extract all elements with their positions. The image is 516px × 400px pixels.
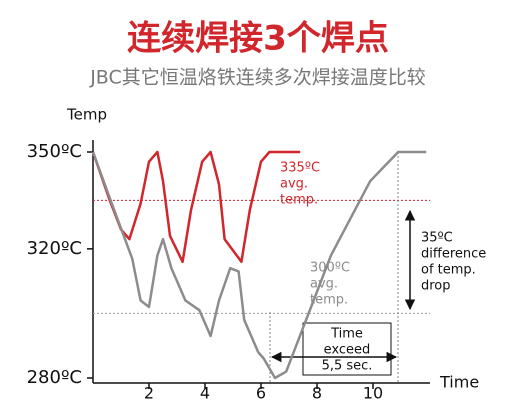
y-tick-label: 350ºC bbox=[27, 141, 82, 162]
difference-label: of temp. bbox=[421, 263, 476, 278]
time-label: exceed bbox=[324, 343, 371, 358]
series-label: temp. bbox=[280, 193, 318, 208]
difference-label: 35ºC bbox=[421, 231, 453, 246]
chart-subtitle: JBC其它恒温烙铁连续多次焊接温度比较 bbox=[89, 67, 426, 89]
difference-label: drop bbox=[421, 279, 451, 294]
series-line bbox=[91, 150, 427, 380]
difference-label: difference bbox=[421, 247, 486, 262]
chart-title: 连续焊接3个焊点 bbox=[127, 19, 389, 59]
x-tick-label: 2 bbox=[144, 384, 154, 400]
x-tick-label: 8 bbox=[312, 384, 322, 400]
series-line bbox=[91, 150, 301, 264]
series-label: 300ºC bbox=[310, 261, 350, 276]
series-label: avg. bbox=[310, 277, 338, 292]
time-label: Time bbox=[330, 327, 363, 342]
series-label: 335ºC bbox=[280, 161, 320, 176]
time-label: 5,5 sec. bbox=[322, 359, 373, 374]
y-tick-label: 320ºC bbox=[27, 238, 82, 259]
time-box bbox=[302, 322, 392, 376]
series-label: avg. bbox=[280, 177, 308, 192]
y-tick-label: 280ºC bbox=[27, 367, 82, 388]
x-axis-label: Time bbox=[439, 373, 479, 392]
y-axis-label: Temp bbox=[66, 106, 107, 124]
x-tick-label: 4 bbox=[200, 384, 210, 400]
series-label: temp. bbox=[310, 293, 348, 308]
x-tick-label: 10 bbox=[363, 384, 383, 400]
x-tick-label: 6 bbox=[256, 384, 266, 400]
